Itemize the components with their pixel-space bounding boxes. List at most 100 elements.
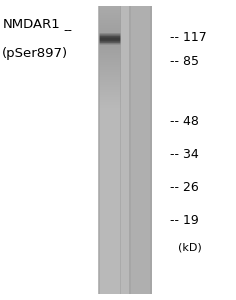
Bar	[99, 7, 121, 8]
Bar	[99, 61, 121, 62]
Bar	[99, 167, 121, 168]
Bar	[129, 47, 152, 48]
Bar	[129, 170, 152, 171]
Bar	[129, 67, 152, 68]
Bar	[129, 225, 152, 226]
Bar	[129, 214, 152, 215]
Bar	[99, 42, 121, 43]
Bar	[99, 159, 121, 160]
Bar	[129, 267, 152, 268]
Bar	[99, 47, 121, 48]
Bar	[129, 186, 152, 187]
Bar	[129, 202, 152, 203]
Bar	[99, 260, 121, 261]
Bar	[99, 119, 121, 120]
Bar	[129, 257, 152, 258]
Bar	[99, 121, 121, 122]
Bar	[99, 9, 121, 10]
Bar	[129, 76, 152, 77]
Bar	[99, 142, 121, 143]
Bar	[99, 137, 121, 138]
Bar	[129, 39, 152, 40]
Bar	[99, 164, 121, 165]
Bar	[99, 181, 121, 182]
Bar	[99, 272, 121, 273]
Bar	[99, 118, 121, 119]
Bar	[99, 263, 121, 264]
Bar	[129, 100, 152, 101]
Bar	[99, 123, 121, 124]
Bar	[129, 29, 152, 30]
Bar	[99, 226, 121, 227]
Bar	[129, 266, 152, 267]
Bar	[99, 249, 121, 250]
Bar	[99, 225, 121, 226]
Bar	[129, 217, 152, 218]
Bar	[129, 89, 152, 90]
Text: (kD): (kD)	[178, 242, 202, 253]
Bar	[99, 274, 121, 275]
Bar	[129, 137, 152, 138]
Bar	[99, 128, 121, 129]
Bar	[99, 221, 121, 222]
Bar	[129, 24, 152, 25]
Bar	[99, 141, 121, 142]
Bar	[99, 59, 121, 60]
Bar	[99, 203, 121, 204]
Bar	[129, 245, 152, 246]
Bar	[129, 82, 152, 83]
Bar	[129, 45, 152, 46]
Bar	[129, 195, 152, 196]
Bar	[129, 50, 152, 51]
Bar	[99, 267, 121, 268]
Bar	[99, 264, 121, 265]
Bar	[99, 247, 121, 248]
Bar	[99, 149, 121, 150]
Bar	[99, 285, 121, 286]
Bar	[99, 180, 121, 181]
Bar	[129, 118, 152, 119]
Bar	[129, 152, 152, 153]
Bar	[129, 292, 152, 293]
Bar	[129, 85, 152, 86]
Bar	[129, 272, 152, 273]
Bar	[99, 241, 121, 242]
Bar	[129, 96, 152, 97]
Bar	[99, 175, 121, 176]
Bar	[99, 91, 121, 92]
Bar	[129, 129, 152, 130]
Bar	[129, 163, 152, 164]
Bar	[129, 108, 152, 109]
Bar	[99, 139, 121, 140]
Bar	[99, 113, 121, 114]
Bar	[129, 64, 152, 65]
Bar	[129, 14, 152, 15]
Bar	[99, 127, 121, 128]
Bar	[99, 98, 121, 99]
Bar	[99, 6, 121, 7]
Bar	[99, 270, 121, 271]
Bar	[99, 277, 121, 278]
Bar	[99, 179, 121, 180]
Text: -- 85: -- 85	[170, 55, 199, 68]
Bar	[99, 162, 121, 163]
Bar	[99, 18, 121, 19]
Bar	[99, 281, 121, 282]
Bar	[129, 102, 152, 103]
Bar	[129, 168, 152, 169]
Bar	[129, 251, 152, 252]
Bar	[99, 195, 121, 196]
Bar	[129, 254, 152, 255]
Text: -- 48: -- 48	[170, 115, 199, 128]
Bar	[129, 26, 152, 27]
Bar	[99, 188, 121, 189]
Bar	[99, 55, 121, 56]
Bar	[98, 6, 152, 294]
Bar	[99, 161, 121, 162]
Bar	[99, 41, 121, 42]
Bar	[129, 116, 152, 117]
Bar	[129, 206, 152, 207]
Bar	[129, 200, 152, 201]
Bar	[99, 65, 121, 66]
Bar	[129, 37, 152, 38]
